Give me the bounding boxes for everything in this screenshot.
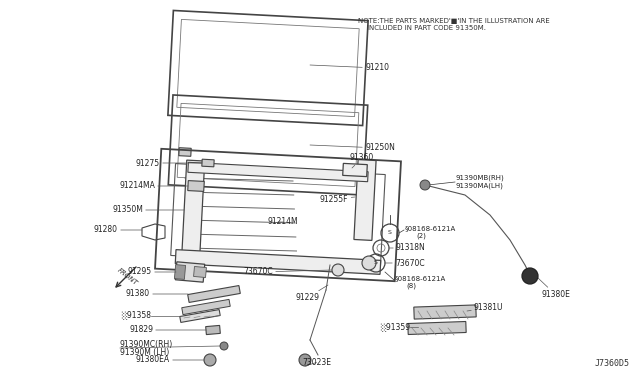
Text: 91229: 91229 [295, 285, 328, 302]
Polygon shape [175, 264, 186, 279]
Text: 91255F: 91255F [320, 195, 355, 203]
Text: 91380: 91380 [126, 289, 188, 298]
Text: 73670C: 73670C [243, 267, 332, 276]
Text: 91360: 91360 [350, 154, 374, 168]
Polygon shape [182, 299, 230, 315]
Circle shape [362, 256, 376, 270]
Text: 91390MC(RH): 91390MC(RH) [120, 340, 173, 349]
Text: S: S [388, 231, 392, 235]
Text: ░91358: ░91358 [121, 311, 151, 321]
Text: 91210: 91210 [310, 64, 389, 73]
Text: §08168-6121A: §08168-6121A [395, 275, 446, 281]
Polygon shape [175, 262, 205, 282]
Text: 91250N: 91250N [310, 144, 395, 153]
Polygon shape [188, 162, 368, 182]
Text: ░91359: ░91359 [380, 323, 410, 331]
Text: 91214MA: 91214MA [119, 182, 188, 190]
Text: 91214M: 91214M [268, 218, 299, 227]
Circle shape [204, 354, 216, 366]
Text: NOTE:THE PARTS MARKED'■'IN THE ILLUSTRATION ARE
    INCLUDED IN PART CODE 91350M: NOTE:THE PARTS MARKED'■'IN THE ILLUSTRAT… [358, 18, 550, 31]
Text: S: S [374, 260, 378, 266]
Text: 73023E: 73023E [302, 358, 331, 367]
Text: 91390MA(LH): 91390MA(LH) [456, 183, 504, 189]
Circle shape [522, 268, 538, 284]
Text: FRONT: FRONT [116, 267, 138, 287]
Circle shape [220, 342, 228, 350]
Circle shape [326, 261, 334, 269]
Circle shape [420, 180, 430, 190]
Polygon shape [202, 159, 214, 167]
Text: 91380EA: 91380EA [136, 356, 204, 365]
Circle shape [332, 264, 344, 276]
Text: 91380E: 91380E [538, 278, 570, 299]
Polygon shape [179, 148, 191, 156]
Text: J7360D5: J7360D5 [595, 359, 630, 368]
Text: 91390MB(RH): 91390MB(RH) [456, 175, 505, 181]
Text: 91829: 91829 [129, 326, 206, 334]
Text: 73670C: 73670C [385, 259, 424, 267]
Polygon shape [342, 163, 367, 177]
Text: (2): (2) [416, 233, 426, 239]
Polygon shape [354, 160, 376, 240]
Text: 91350M: 91350M [112, 205, 184, 215]
Polygon shape [205, 326, 220, 334]
Circle shape [299, 354, 311, 366]
Polygon shape [181, 160, 205, 266]
Text: 91381U: 91381U [467, 304, 504, 312]
Polygon shape [188, 286, 240, 302]
Text: 91390M (LH): 91390M (LH) [120, 347, 169, 356]
Text: 91280: 91280 [94, 225, 142, 234]
Polygon shape [408, 321, 466, 334]
Polygon shape [180, 310, 220, 323]
Polygon shape [188, 180, 204, 192]
Text: 91295: 91295 [128, 267, 176, 276]
Polygon shape [175, 250, 381, 275]
Text: §08168-6121A: §08168-6121A [405, 225, 456, 231]
Polygon shape [193, 266, 207, 278]
Polygon shape [414, 305, 476, 319]
Text: 91275: 91275 [136, 158, 202, 167]
Text: 91318N: 91318N [389, 244, 426, 253]
Text: (8): (8) [406, 283, 416, 289]
